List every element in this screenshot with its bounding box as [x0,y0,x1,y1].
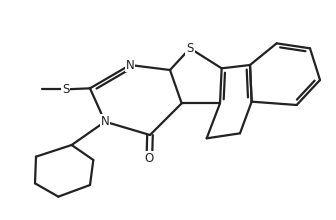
Text: N: N [100,115,110,128]
Text: N: N [126,59,134,72]
Text: S: S [186,42,194,55]
Text: S: S [62,83,69,96]
Text: O: O [145,152,154,165]
